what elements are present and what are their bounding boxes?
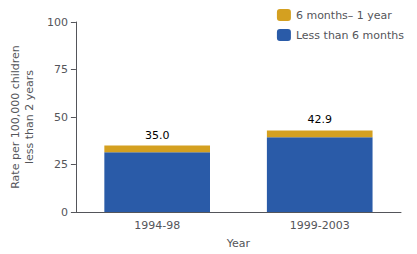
svg-text:less than 2 years: less than 2 years (23, 70, 36, 164)
svg-text:100: 100 (47, 16, 68, 29)
svg-text:Year: Year (226, 237, 251, 250)
svg-text:25: 25 (54, 158, 68, 171)
svg-text:Rate per 100,000 children: Rate per 100,000 children (9, 45, 22, 189)
svg-text:50: 50 (54, 111, 68, 124)
svg-text:35.0: 35.0 (145, 129, 170, 142)
svg-text:0: 0 (61, 206, 68, 219)
svg-text:1999-2003: 1999-2003 (290, 219, 350, 232)
svg-text:1994-98: 1994-98 (134, 219, 180, 232)
svg-text:42.9: 42.9 (307, 113, 332, 126)
svg-text:6 months– 1 year: 6 months– 1 year (296, 9, 392, 22)
svg-text:75: 75 (54, 63, 68, 76)
svg-text:Less than 6 months: Less than 6 months (296, 29, 404, 42)
